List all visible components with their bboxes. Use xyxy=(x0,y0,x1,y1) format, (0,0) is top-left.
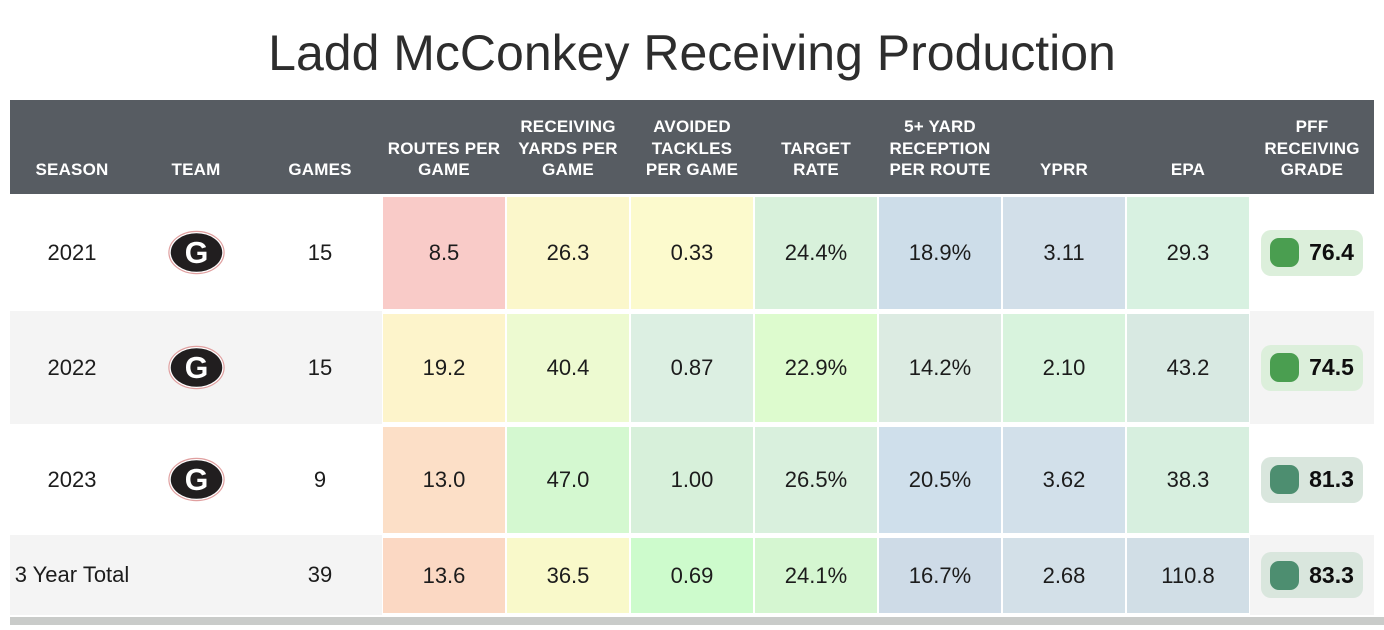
team-cell: G xyxy=(134,424,258,535)
header-cell-season: SEASON xyxy=(35,160,109,180)
stat-cell-target-rate: 26.5% xyxy=(754,424,878,535)
pff-grade-badge: 81.3 xyxy=(1261,456,1363,503)
header-cell-pff-receiving-grade: PFF RECEIVING GRADE xyxy=(1264,116,1360,180)
pff-grade-cell: 74.5 xyxy=(1250,311,1374,424)
header-cell-team: TEAM xyxy=(171,160,221,180)
stat-cell-avoided-tackles-per-game: 0.87 xyxy=(630,311,754,424)
stat-cell-routes-per-game: 19.2 xyxy=(382,311,506,424)
header-cell-games: GAMES xyxy=(288,160,352,180)
stat-cell-receiving-yards-per-game: 40.4 xyxy=(506,311,630,424)
stat-cell-avoided-tackles-per-game: 0.69 xyxy=(630,535,754,615)
games-cell: 9 xyxy=(313,466,327,492)
stat-cell-epa: 43.2 xyxy=(1126,311,1250,424)
header-cell-receiving-yards-per-game: RECEIVING YARDS PER GAME xyxy=(518,116,618,180)
stat-cell-epa: 110.8 xyxy=(1126,535,1250,615)
georgia-logo-icon: G xyxy=(167,345,225,390)
grade-value: 83.3 xyxy=(1309,561,1354,588)
games-cell: 15 xyxy=(307,354,333,380)
stat-cell-5-yard-reception-per-route: 18.9% xyxy=(878,194,1002,311)
stat-cell-epa: 29.3 xyxy=(1126,194,1250,311)
stat-cell-yprr: 2.10 xyxy=(1002,311,1126,424)
stat-cell-5-yard-reception-per-route: 14.2% xyxy=(878,311,1002,424)
grade-value: 74.5 xyxy=(1309,354,1354,381)
grade-value: 81.3 xyxy=(1309,466,1354,493)
season-cell: 2023 xyxy=(47,466,97,492)
header-cell-routes-per-game: ROUTES PER GAME xyxy=(387,138,501,180)
pff-grade-cell: 76.4 xyxy=(1250,194,1374,311)
season-cell: 2021 xyxy=(47,239,97,265)
header-cell-avoided-tackles-per-game: AVOIDED TACKLES PER GAME xyxy=(645,116,739,180)
games-cell: 15 xyxy=(307,239,333,265)
table-row: 3 Year Total 39 13.6 36.5 0.69 24.1% 16.… xyxy=(10,535,1374,615)
header-cell-5-yard-reception-per-route: 5+ YARD RECEPTION PER ROUTE xyxy=(889,116,991,180)
season-cell: 2022 xyxy=(47,354,97,380)
stat-cell-routes-per-game: 13.0 xyxy=(382,424,506,535)
stat-cell-avoided-tackles-per-game: 1.00 xyxy=(630,424,754,535)
table-row: 2022 G 15 19.2 40.4 0.87 22.9% 14.2% 2.1… xyxy=(10,311,1374,424)
stat-cell-target-rate: 24.4% xyxy=(754,194,878,311)
table-header: SEASON TEAM GAMES ROUTES PER GAME RECEIV… xyxy=(10,100,1374,194)
stat-cell-receiving-yards-per-game: 47.0 xyxy=(506,424,630,535)
georgia-logo-icon: G xyxy=(167,230,225,275)
stat-cell-routes-per-game: 13.6 xyxy=(382,535,506,615)
pff-grade-cell: 83.3 xyxy=(1250,535,1374,615)
pff-grade-badge: 83.3 xyxy=(1261,552,1363,598)
stat-cell-yprr: 3.62 xyxy=(1002,424,1126,535)
svg-text:G: G xyxy=(184,237,208,270)
stat-cell-5-yard-reception-per-route: 20.5% xyxy=(878,424,1002,535)
grade-value: 76.4 xyxy=(1309,239,1354,266)
pff-grade-cell: 81.3 xyxy=(1250,424,1374,535)
georgia-logo-icon: G xyxy=(167,457,225,502)
grade-color-box-icon xyxy=(1270,465,1300,494)
stat-cell-5-yard-reception-per-route: 16.7% xyxy=(878,535,1002,615)
stat-cell-avoided-tackles-per-game: 0.33 xyxy=(630,194,754,311)
stat-cell-receiving-yards-per-game: 26.3 xyxy=(506,194,630,311)
stat-cell-target-rate: 22.9% xyxy=(754,311,878,424)
stat-cell-epa: 38.3 xyxy=(1126,424,1250,535)
season-cell: 3 Year Total xyxy=(14,562,130,588)
pff-grade-badge: 74.5 xyxy=(1261,344,1363,391)
page-title: Ladd McConkey Receiving Production xyxy=(268,25,1116,81)
stat-cell-yprr: 2.68 xyxy=(1002,535,1126,615)
pff-grade-badge: 76.4 xyxy=(1261,229,1363,276)
header-cell-target-rate: TARGET RATE xyxy=(781,138,851,180)
horizontal-scrollbar[interactable] xyxy=(10,617,1384,625)
team-cell: G xyxy=(134,194,258,311)
table-row: 2021 G 15 8.5 26.3 0.33 24.4% 18.9% 3.11… xyxy=(10,194,1374,311)
table-row: 2023 G 9 13.0 47.0 1.00 26.5% 20.5% 3.62… xyxy=(10,424,1374,535)
stat-cell-receiving-yards-per-game: 36.5 xyxy=(506,535,630,615)
grade-color-box-icon xyxy=(1270,238,1300,267)
grade-color-box-icon xyxy=(1270,353,1300,382)
header-cell-yprr: YPRR xyxy=(1039,160,1089,180)
team-cell: G xyxy=(134,311,258,424)
stat-cell-yprr: 3.11 xyxy=(1002,194,1126,311)
header-cell-epa: EPA xyxy=(1170,160,1206,180)
grade-color-box-icon xyxy=(1270,560,1300,590)
team-cell xyxy=(134,535,258,615)
svg-text:G: G xyxy=(184,464,208,497)
stat-cell-target-rate: 24.1% xyxy=(754,535,878,615)
stats-table: SEASON TEAM GAMES ROUTES PER GAME RECEIV… xyxy=(10,100,1374,615)
stat-cell-routes-per-game: 8.5 xyxy=(382,194,506,311)
games-cell: 39 xyxy=(307,562,333,588)
svg-text:G: G xyxy=(184,352,208,385)
